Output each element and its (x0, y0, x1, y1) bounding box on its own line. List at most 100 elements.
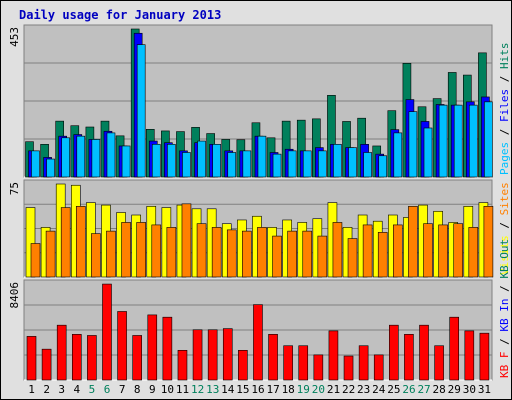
bar-sites-day-6 (106, 230, 116, 278)
bar-pages-day-13 (212, 144, 221, 178)
bar-pages-day-4 (76, 135, 86, 178)
x-tick-label-day-14: 14 (221, 383, 235, 396)
x-tick-label-day-24: 24 (372, 383, 386, 396)
bar-sites-day-2 (45, 230, 56, 278)
bar-sites-day-14 (226, 229, 237, 278)
bar-kbf-day-15 (238, 350, 248, 381)
legend-entry: KB In (498, 299, 511, 332)
bar-kbf-day-9 (147, 314, 158, 381)
x-tick-label-day-30: 30 (463, 383, 476, 396)
bar-kbf-day-1 (26, 336, 37, 381)
bar-kbf-day-13 (207, 329, 218, 381)
bar-kbf-day-10 (162, 316, 173, 381)
bar-pages-day-26 (408, 111, 418, 178)
bar-kbf-day-18 (283, 345, 293, 381)
bar-sites-day-25 (393, 224, 403, 278)
bar-visits-day-1 (25, 207, 36, 278)
bar-sites-day-28 (438, 224, 448, 278)
x-tick-label-day-22: 22 (342, 383, 355, 396)
bar-sites-day-4 (75, 206, 86, 278)
bar-sites-day-27 (423, 223, 433, 278)
chart-title: Daily usage for January 2013 (19, 8, 222, 22)
bar-sites-day-31 (483, 206, 494, 278)
x-tick-label-day-27: 27 (417, 383, 430, 396)
x-tick-label-day-9: 9 (149, 383, 156, 396)
bar-pages-day-8 (136, 44, 146, 178)
x-tick-label-day-21: 21 (327, 383, 340, 396)
bar-sites-day-19 (302, 230, 313, 278)
bar-kbf-day-21 (328, 330, 339, 381)
x-tick-label-day-26: 26 (402, 383, 415, 396)
bar-pages-day-20 (318, 150, 327, 178)
x-tick-label-day-31: 31 (478, 383, 491, 396)
bar-sites-day-26 (408, 206, 418, 278)
bar-kbf-day-11 (177, 350, 188, 381)
x-tick-label-day-19: 19 (297, 383, 310, 396)
bar-pages-day-22 (348, 147, 357, 178)
bar-kbf-day-3 (56, 324, 67, 381)
bar-pages-day-17 (272, 153, 282, 178)
bar-sites-day-13 (211, 227, 222, 278)
bar-pages-day-23 (363, 152, 372, 178)
bar-pages-day-6 (106, 132, 116, 178)
bar-kbf-day-12 (192, 329, 203, 381)
bar-pages-day-28 (438, 104, 448, 178)
bar-kbf-day-8 (132, 335, 142, 381)
bar-pages-day-27 (423, 127, 433, 178)
bar-kbf-day-2 (41, 348, 52, 381)
bar-kbf-day-6 (102, 283, 112, 381)
bar-sites-day-21 (332, 222, 343, 278)
bar-pages-day-7 (121, 145, 131, 178)
bar-kbf-day-20 (313, 354, 324, 381)
bar-sites-day-20 (317, 235, 328, 278)
bar-kbf-day-25 (389, 324, 399, 381)
x-tick-label-day-8: 8 (134, 383, 141, 396)
x-tick-label-day-7: 7 (119, 383, 126, 396)
x-tick-label-day-20: 20 (312, 383, 325, 396)
bar-sites-day-9 (151, 224, 162, 278)
x-tick-label-day-2: 2 (43, 383, 50, 396)
x-tick-label-day-18: 18 (282, 383, 295, 396)
bar-pages-day-2 (46, 158, 55, 178)
legend-entry: Sites (498, 182, 511, 215)
x-tick-label-day-10: 10 (161, 383, 174, 396)
bar-pages-day-1 (31, 150, 40, 178)
ymax-label-hits_files_pages: 453 (8, 27, 21, 47)
bar-kbf-day-22 (343, 355, 354, 381)
legend-entry: Visits (498, 235, 511, 275)
bar-sites-day-5 (91, 233, 101, 278)
legend-visits_sites: Visits / Sites (498, 182, 511, 275)
ymax-label-kb: 8406 (8, 282, 21, 309)
bar-pages-day-24 (378, 155, 388, 178)
legend-hits_files_pages: Pages / Files / Hits (498, 43, 511, 176)
bar-sites-day-1 (30, 243, 41, 278)
legend-entry: KB F (498, 352, 511, 379)
bar-kbf-day-7 (117, 311, 127, 381)
x-tick-label-day-5: 5 (89, 383, 96, 396)
bar-kbf-day-14 (222, 328, 233, 381)
bar-kbf-day-31 (479, 332, 490, 381)
bar-kbf-day-29 (449, 316, 460, 381)
bar-kbf-day-17 (268, 334, 278, 381)
bar-pages-day-14 (227, 152, 237, 178)
bar-sites-day-11 (181, 203, 192, 278)
bar-kbf-day-28 (434, 345, 444, 381)
bar-sites-day-16 (257, 227, 267, 278)
bar-sites-day-29 (453, 223, 464, 278)
legend-entry: / (498, 332, 511, 352)
bar-sites-day-12 (196, 223, 207, 278)
x-tick-label-day-16: 16 (251, 383, 264, 396)
bar-kbf-day-5 (87, 335, 97, 381)
bar-sites-day-30 (468, 227, 479, 278)
ymax-label-visits_sites: 75 (8, 182, 21, 195)
bar-pages-day-12 (197, 140, 206, 178)
bar-pages-day-19 (302, 150, 312, 178)
bar-kbf-day-4 (71, 334, 82, 381)
x-tick-label-day-25: 25 (387, 383, 400, 396)
bar-pages-day-10 (167, 144, 176, 178)
x-tick-label-day-1: 1 (28, 383, 35, 396)
bar-kbf-day-30 (464, 330, 475, 381)
legend-entry: Pages (498, 142, 511, 175)
bar-sites-day-10 (166, 227, 177, 278)
